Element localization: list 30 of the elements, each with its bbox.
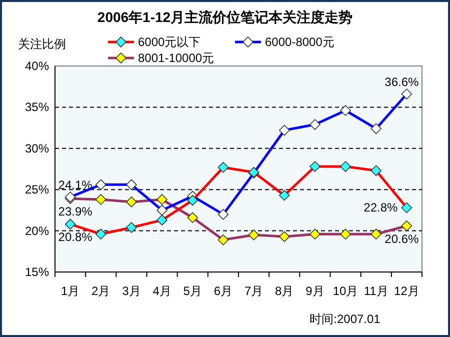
- legend-label: 6000元以下: [138, 35, 201, 49]
- x-tick-label: 4月: [152, 284, 172, 298]
- y-tick-label: 35%: [24, 100, 50, 114]
- y-tick-label: 20%: [24, 224, 50, 238]
- x-tick-label: 6月: [214, 284, 233, 298]
- x-tick-label: 9月: [306, 284, 324, 298]
- legend-label: 8001-10000元: [138, 51, 214, 65]
- x-tick-label: 2月: [92, 284, 110, 298]
- x-tick-label: 11月: [364, 284, 388, 298]
- text: 时间:2007.01: [310, 312, 381, 326]
- y-tick-label: 25%: [24, 182, 50, 197]
- x-tick-label: 5月: [183, 284, 202, 298]
- y-tick-label: 15%: [24, 265, 50, 279]
- y-tick-label: 30%: [24, 141, 50, 156]
- legend-label: 6000-8000元: [265, 35, 334, 49]
- annotation: 20.8%: [58, 230, 93, 244]
- annotation: 23.9%: [58, 204, 93, 219]
- annotation: 22.8%: [364, 200, 398, 215]
- x-tick-label: 8月: [275, 284, 294, 298]
- x-tick-label: 1月: [60, 284, 80, 298]
- x-tick-label: 12月: [394, 284, 420, 298]
- annotation: 36.6%: [384, 75, 420, 90]
- x-tick-label: 3月: [122, 284, 141, 298]
- x-tick-label: 10月: [332, 284, 358, 298]
- y-axis-title: 关注比例: [18, 37, 66, 51]
- annotation: 24.1%: [58, 178, 93, 192]
- annotation: 20.6%: [384, 232, 420, 246]
- y-tick-label: 40%: [24, 59, 50, 73]
- x-tick-label: 7月: [244, 284, 264, 298]
- chart-title: 2006年1-12月主流价位笔记本关注度走势: [97, 9, 353, 25]
